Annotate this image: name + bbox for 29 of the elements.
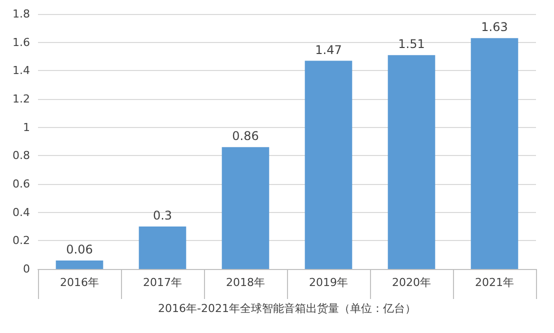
- bar: [222, 147, 270, 269]
- x-tick-label: 2020年: [392, 276, 431, 289]
- bar: [388, 55, 436, 269]
- data-label: 0.06: [66, 242, 93, 256]
- y-tick-label: 0: [23, 262, 30, 276]
- x-axis-title: 2016年-2021年全球智能音箱出货量（单位：亿台）: [158, 302, 416, 315]
- data-label: 0.86: [232, 129, 259, 144]
- x-tick-label: 2019年: [309, 276, 348, 289]
- bar: [470, 38, 518, 269]
- x-tick-label: 2017年: [143, 276, 182, 289]
- y-tick-label: 0.4: [12, 206, 30, 219]
- data-label: 1.63: [481, 20, 508, 34]
- y-tick-label: 0.8: [12, 149, 30, 162]
- x-tick-label: 2016年: [60, 276, 99, 289]
- y-tick-label: 1: [23, 120, 30, 134]
- y-tick-label: 0.2: [12, 234, 30, 248]
- x-tick-label: 2021年: [475, 276, 514, 289]
- data-label: 1.47: [315, 42, 342, 57]
- data-label: 0.3: [152, 208, 172, 222]
- y-tick-label: 1.6: [12, 36, 30, 49]
- y-tick-label: 1.8: [12, 8, 30, 20]
- y-tick-label: 1.4: [12, 64, 30, 78]
- bar: [304, 60, 352, 269]
- bar: [56, 260, 104, 269]
- x-tick-label: 2018年: [226, 276, 265, 289]
- y-tick-label: 0.6: [12, 178, 30, 190]
- bar: [138, 226, 186, 269]
- data-label: 1.51: [398, 37, 425, 52]
- y-tick-label: 1.2: [12, 92, 30, 106]
